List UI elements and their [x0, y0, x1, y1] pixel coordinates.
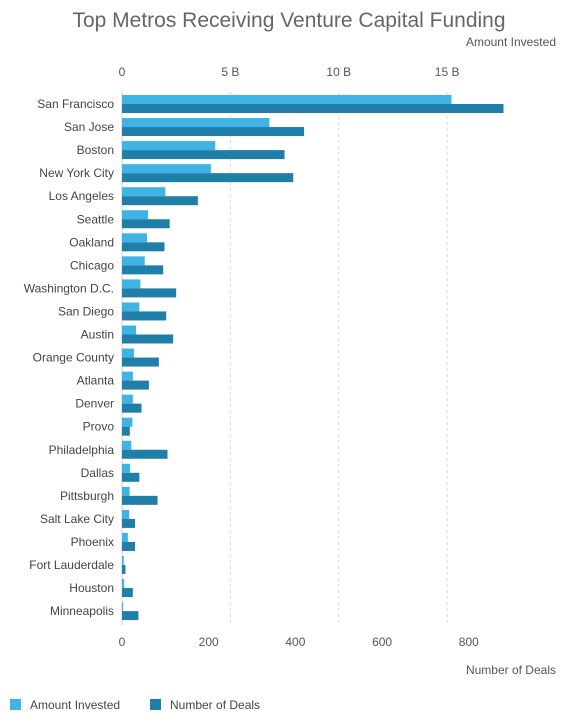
bar-number-of-deals — [122, 541, 136, 551]
bar-amount-invested — [122, 417, 133, 427]
category-label: Orange County — [33, 351, 114, 365]
bar-amount-invested — [122, 486, 130, 496]
category-label: New York City — [39, 166, 114, 180]
bottom-tick-label: 800 — [459, 635, 479, 649]
category-label: Austin — [81, 328, 114, 342]
category-label: Washington D.C. — [24, 281, 114, 295]
category-label: Oakland — [69, 235, 114, 249]
bar-amount-invested — [122, 256, 145, 266]
bar-number-of-deals — [122, 380, 149, 390]
bar-amount-invested — [122, 509, 130, 519]
bar-number-of-deals — [122, 588, 133, 598]
bar-amount-invested — [122, 279, 141, 289]
bar-amount-invested — [122, 187, 166, 197]
bar-number-of-deals — [122, 311, 167, 321]
category-label: San Francisco — [37, 97, 114, 111]
bottom-tick-label: 0 — [119, 635, 126, 649]
category-label: Provo — [83, 420, 115, 434]
bar-number-of-deals — [122, 403, 142, 413]
bar-number-of-deals — [122, 150, 285, 160]
bar-amount-invested — [122, 325, 137, 335]
category-label: Fort Lauderdale — [29, 558, 114, 572]
legend-item-number-of-deals[interactable]: Number of Deals — [150, 698, 260, 712]
bars — [122, 95, 504, 621]
bar-amount-invested — [122, 302, 140, 312]
bar-amount-invested — [122, 532, 128, 542]
bottom-axis-title: Number of Deals — [466, 663, 556, 677]
category-label: Houston — [69, 581, 114, 595]
bar-number-of-deals — [122, 334, 174, 344]
bottom-axis-ticks: 0 200 400 600 800 — [119, 635, 479, 649]
category-label: Atlanta — [77, 374, 115, 388]
top-axis-title: Amount Invested — [466, 35, 556, 49]
bar-amount-invested — [122, 210, 149, 220]
bar-number-of-deals — [122, 357, 159, 367]
bar-number-of-deals — [122, 472, 140, 482]
bar-amount-invested — [122, 463, 131, 473]
bar-number-of-deals — [122, 104, 504, 113]
bar-number-of-deals — [122, 426, 130, 436]
category-label: San Jose — [64, 120, 114, 134]
category-label: Chicago — [70, 258, 114, 272]
category-label: Pittsburgh — [60, 489, 114, 503]
top-axis-ticks: 0 5 B 10 B 15 B — [119, 65, 460, 79]
bar-amount-invested — [122, 233, 147, 243]
bar-number-of-deals — [122, 127, 305, 137]
category-label: Boston — [77, 143, 114, 157]
category-label: Phoenix — [71, 535, 114, 549]
bar-amount-invested — [122, 440, 132, 450]
bar-number-of-deals — [122, 196, 198, 206]
bar-amount-invested — [122, 556, 124, 565]
legend-item-amount-invested[interactable]: Amount Invested — [10, 698, 120, 712]
bar-amount-invested — [122, 141, 216, 151]
bar-amount-invested — [122, 164, 211, 174]
category-label: Philadelphia — [49, 443, 115, 457]
legend-label: Number of Deals — [170, 698, 260, 712]
legend[interactable]: Amount Invested Number of Deals — [10, 698, 260, 712]
bar-number-of-deals — [122, 611, 139, 621]
category-label: San Diego — [58, 304, 114, 318]
category-label: Seattle — [77, 212, 115, 226]
top-tick-label: 10 B — [326, 65, 351, 79]
bar-number-of-deals — [122, 242, 165, 252]
bar-amount-invested — [122, 348, 134, 358]
legend-label: Amount Invested — [30, 698, 120, 712]
bottom-tick-label: 400 — [285, 635, 305, 649]
chart-title: Top Metros Receiving Venture Capital Fun… — [72, 9, 505, 32]
top-tick-label: 15 B — [435, 65, 460, 79]
category-label: Los Angeles — [49, 189, 114, 203]
bar-number-of-deals — [122, 518, 136, 528]
bar-number-of-deals — [122, 565, 126, 574]
bar-number-of-deals — [122, 173, 294, 183]
bar-amount-invested — [122, 579, 125, 589]
top-tick-label: 5 B — [221, 65, 239, 79]
bar-amount-invested — [122, 394, 133, 404]
bottom-tick-label: 200 — [199, 635, 219, 649]
bar-number-of-deals — [122, 288, 177, 298]
legend-swatch — [10, 699, 21, 710]
top-tick-label: 0 — [119, 65, 126, 79]
bar-number-of-deals — [122, 449, 168, 459]
category-labels: San Francisco San Jose Boston New York City… — [24, 97, 115, 618]
category-label: Salt Lake City — [40, 512, 114, 526]
category-label: Denver — [75, 397, 114, 411]
bar-amount-invested — [122, 602, 124, 612]
bar-number-of-deals — [122, 495, 158, 505]
category-label: Dallas — [81, 466, 114, 480]
bar-amount-invested — [122, 371, 133, 381]
bar-number-of-deals — [122, 265, 164, 275]
bottom-tick-label: 600 — [372, 635, 392, 649]
bar-amount-invested — [122, 118, 270, 128]
bar-amount-invested — [122, 95, 452, 104]
legend-swatch — [150, 699, 161, 710]
category-label: Minneapolis — [50, 604, 114, 618]
bar-number-of-deals — [122, 219, 170, 229]
